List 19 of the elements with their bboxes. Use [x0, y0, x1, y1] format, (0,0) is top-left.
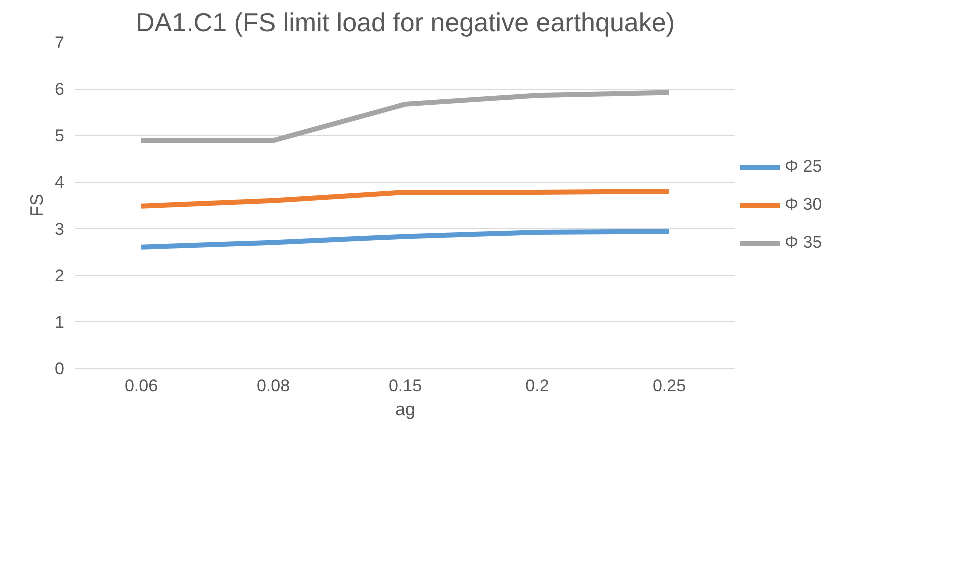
x-tick-label: 0.15 — [388, 376, 422, 396]
y-tick-label: 4 — [55, 173, 65, 192]
legend-label: Φ 25 — [785, 157, 822, 177]
chart-title: DA1.C1 (FS limit load for negative earthquake) — [136, 8, 676, 38]
x-tick-label: 0.25 — [652, 376, 686, 396]
legend-label: Φ 30 — [785, 195, 822, 215]
x-tick-label: 0.2 — [526, 376, 550, 396]
y-tick-label: 0 — [55, 360, 65, 378]
y-tick-label: 7 — [55, 34, 65, 52]
legend-label: Φ 35 — [785, 233, 822, 253]
y-tick-label: 3 — [55, 220, 65, 239]
y-tick-label: 6 — [55, 80, 65, 100]
y-tick-label: 1 — [55, 312, 65, 332]
x-tick-label: 0.06 — [124, 376, 158, 396]
x-tick-label: 0.08 — [256, 376, 290, 396]
x-axis-title: ag — [395, 400, 416, 420]
y-tick-label: 5 — [55, 126, 65, 146]
y-tick-label: 2 — [55, 266, 65, 286]
y-axis-title: FS — [27, 194, 48, 217]
